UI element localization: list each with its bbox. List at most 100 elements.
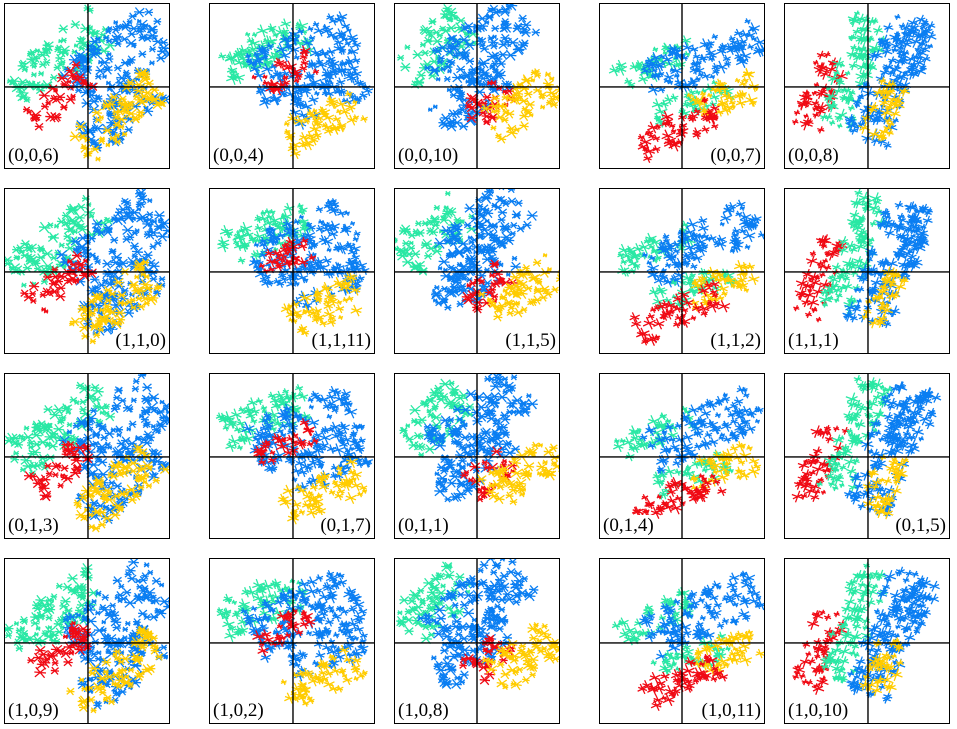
tile-plot bbox=[600, 559, 764, 723]
panel-label: (1,0,11) bbox=[699, 700, 763, 722]
tile-plot bbox=[210, 559, 374, 723]
tile-plot bbox=[785, 189, 949, 353]
panel-label: (1,1,0) bbox=[113, 330, 168, 352]
tile-plot bbox=[600, 4, 764, 168]
panel-label: (1,0,9) bbox=[6, 700, 61, 722]
tile-plot bbox=[600, 374, 764, 538]
tile-plot bbox=[785, 374, 949, 538]
tile-panel-p-0-0-8: (0,0,8) bbox=[784, 3, 950, 169]
fractal-tile-region bbox=[686, 67, 759, 120]
tile-panel-p-0-1-1: (0,1,1) bbox=[394, 373, 560, 539]
fractal-tile-region bbox=[862, 454, 910, 520]
tile-plot bbox=[5, 559, 169, 723]
fractal-tile-region bbox=[637, 653, 729, 712]
panel-label: (0,0,7) bbox=[708, 145, 763, 167]
fractal-tile-region bbox=[280, 271, 363, 337]
tile-plot bbox=[5, 374, 169, 538]
panel-label: (1,0,2) bbox=[211, 700, 266, 722]
panel-label: (0,0,10) bbox=[396, 145, 461, 167]
tile-panel-p-1-0-10: (1,0,10) bbox=[784, 558, 950, 724]
tile-panel-p-0-0-6: (0,0,6) bbox=[4, 3, 170, 169]
fractal-tile-region bbox=[791, 50, 848, 134]
fractal-tile-region bbox=[885, 570, 940, 636]
tile-panel-p-1-0-2: (1,0,2) bbox=[209, 558, 375, 724]
tile-plot bbox=[785, 4, 949, 168]
fractal-tile-region bbox=[73, 444, 169, 533]
fractal-tile-region bbox=[5, 381, 116, 477]
tile-panel-p-1-0-9: (1,0,9) bbox=[4, 558, 170, 724]
fractal-tile-region bbox=[858, 77, 910, 142]
tile-plot bbox=[785, 559, 949, 723]
fractal-tile-region bbox=[464, 79, 517, 126]
panel-label: (1,1,2) bbox=[708, 330, 763, 352]
fractal-tile-region bbox=[66, 625, 164, 714]
panel-label: (1,0,10) bbox=[786, 700, 851, 722]
tile-panel-p-0-1-4: (0,1,4) bbox=[599, 373, 765, 539]
panel-label: (0,0,4) bbox=[211, 145, 266, 167]
tile-panel-p-1-1-11: (1,1,11) bbox=[209, 188, 375, 354]
fractal-tile-region bbox=[217, 202, 313, 265]
fractal-tile-region bbox=[283, 90, 368, 160]
fractal-tile-region bbox=[883, 14, 937, 79]
fractal-tile-region bbox=[258, 236, 317, 274]
panel-label: (0,1,4) bbox=[601, 515, 656, 537]
fractal-tile-region bbox=[478, 252, 559, 322]
panel-label: (1,1,11) bbox=[309, 330, 373, 352]
fractal-tile-region bbox=[844, 381, 933, 518]
fractal-tile-region bbox=[251, 45, 320, 96]
tile-panel-p-1-1-2: (1,1,2) bbox=[599, 188, 765, 354]
fractal-tile-region bbox=[5, 194, 114, 288]
fractal-tile-region bbox=[791, 424, 850, 503]
panel-label: (0,1,3) bbox=[6, 515, 61, 537]
panel-label: (1,1,5) bbox=[503, 330, 558, 352]
fractal-tile-region bbox=[893, 203, 930, 272]
fractal-tile-region bbox=[253, 417, 319, 467]
tile-panel-p-0-1-5: (0,1,5) bbox=[784, 373, 950, 539]
tile-plot bbox=[600, 189, 764, 353]
fractal-tile-region bbox=[820, 562, 888, 684]
fractal-tile-region bbox=[842, 200, 933, 329]
tile-panel-p-0-0-7: (0,0,7) bbox=[599, 3, 765, 169]
tile-panel-p-1-1-1: (1,1,1) bbox=[784, 188, 950, 354]
fractal-tile-region bbox=[693, 629, 764, 677]
fractal-tile-region bbox=[858, 637, 904, 697]
tile-plot bbox=[5, 189, 169, 353]
panel-label: (1,0,8) bbox=[396, 700, 451, 722]
tile-panel-p-1-1-0: (1,1,0) bbox=[4, 188, 170, 354]
fractal-tile-region bbox=[424, 4, 540, 99]
tile-plot bbox=[210, 4, 374, 168]
tile-plot bbox=[395, 559, 559, 723]
panel-label: (0,0,8) bbox=[786, 145, 841, 167]
tile-plot bbox=[210, 189, 374, 353]
fractal-tile-region bbox=[640, 18, 764, 96]
panel-label: (0,0,6) bbox=[6, 145, 61, 167]
tile-panel-p-1-1-5: (1,1,5) bbox=[394, 188, 560, 354]
fractal-tile-region bbox=[641, 199, 764, 288]
tile-plot bbox=[395, 189, 559, 353]
fractal-tile-region bbox=[280, 644, 368, 707]
tile-panel-p-0-1-7: (0,1,7) bbox=[209, 373, 375, 539]
tile-panel-p-0-1-3: (0,1,3) bbox=[4, 373, 170, 539]
tile-panel-p-0-0-4: (0,0,4) bbox=[209, 3, 375, 169]
fractal-tile-region bbox=[6, 4, 116, 104]
fractal-tile-region bbox=[69, 68, 167, 162]
panel-label: (0,1,1) bbox=[396, 515, 451, 537]
fractal-tile-region bbox=[480, 68, 559, 144]
fractal-tile-region bbox=[844, 13, 936, 150]
fractal-tile-region bbox=[475, 441, 559, 506]
panel-label: (0,1,5) bbox=[893, 515, 948, 537]
tile-plot bbox=[210, 374, 374, 538]
fractal-tile-region bbox=[690, 260, 760, 312]
tile-panel-p-1-0-11: (1,0,11) bbox=[599, 558, 765, 724]
fractal-tile-region bbox=[23, 60, 98, 131]
fractal-tile-region bbox=[396, 561, 471, 645]
tile-plot bbox=[395, 4, 559, 168]
fractal-tile-region bbox=[792, 609, 848, 695]
tile-panel-p-0-0-10: (0,0,10) bbox=[394, 3, 560, 169]
fractal-tile-region bbox=[481, 622, 559, 691]
fractal-tile-region bbox=[639, 385, 764, 476]
fractal-tile-region bbox=[277, 455, 368, 525]
tile-plot bbox=[395, 374, 559, 538]
panel-label: (1,1,1) bbox=[786, 330, 841, 352]
